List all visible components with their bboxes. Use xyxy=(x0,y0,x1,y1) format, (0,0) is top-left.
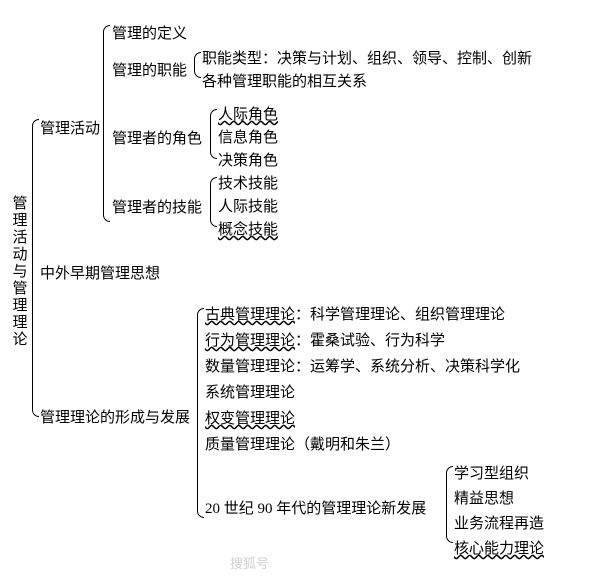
act-role: 管理者的角色 xyxy=(112,130,202,150)
act-skill: 管理者的技能 xyxy=(112,199,202,219)
root-bracket xyxy=(32,119,39,417)
lvl1-activity-bracket xyxy=(103,25,110,222)
func-relation: 各种管理职能的相互关系 xyxy=(202,73,367,93)
func-types: 职能类型：决策与计划、组织、领导、控制、创新 xyxy=(202,50,532,70)
lvl1-early-thought: 中外早期管理思想 xyxy=(40,265,160,285)
new-bpr: 业务流程再造 xyxy=(454,515,544,535)
theory-quality: 质量管理理论（戴明和朱兰） xyxy=(205,436,400,456)
skill-interpersonal: 人际技能 xyxy=(218,198,278,218)
new-core: 核心能力理论 xyxy=(454,540,544,560)
theory-classical: 古典管理理论：科学管理理论、组织管理理论 xyxy=(205,306,505,326)
new-lean: 精益思想 xyxy=(454,490,514,510)
watermark: 搜狐号 xyxy=(230,553,269,572)
act-skill-bracket xyxy=(210,177,217,227)
lvl1-activity: 管理活动 xyxy=(40,120,100,140)
act-func: 管理的职能 xyxy=(112,62,187,82)
role-info: 信息角色 xyxy=(218,129,278,149)
theory-contingency: 权变管理理论 xyxy=(205,410,295,430)
theory-quant: 数量管理理论：运筹学、系统分析、决策科学化 xyxy=(205,358,520,378)
lvl1-theory: 管理理论的形成与发展 xyxy=(40,409,190,429)
tree-diagram: 管理活动与管理理论 管理活动 中外早期管理思想 管理理论的形成与发展 管理的定义… xyxy=(0,0,600,580)
act-role-bracket xyxy=(210,109,217,159)
role-decision: 决策角色 xyxy=(218,152,278,172)
theory-90s: 20 世纪 90 年代的管理理论新发展 xyxy=(205,500,426,520)
lvl1-theory-bracket xyxy=(197,308,204,518)
skill-tech: 技术技能 xyxy=(218,175,278,195)
new-learning: 学习型组织 xyxy=(454,465,529,485)
skill-concept: 概念技能 xyxy=(218,221,278,241)
act-func-bracket xyxy=(194,52,201,78)
role-interpersonal: 人际角色 xyxy=(218,106,278,126)
act-def: 管理的定义 xyxy=(112,25,187,45)
theory-behavior: 行为管理理论：霍桑试验、行为科学 xyxy=(205,332,445,352)
theory-system: 系统管理理论 xyxy=(205,384,295,404)
root-label: 管理活动与管理理论 xyxy=(8,195,28,348)
theory-90s-bracket xyxy=(446,466,453,543)
